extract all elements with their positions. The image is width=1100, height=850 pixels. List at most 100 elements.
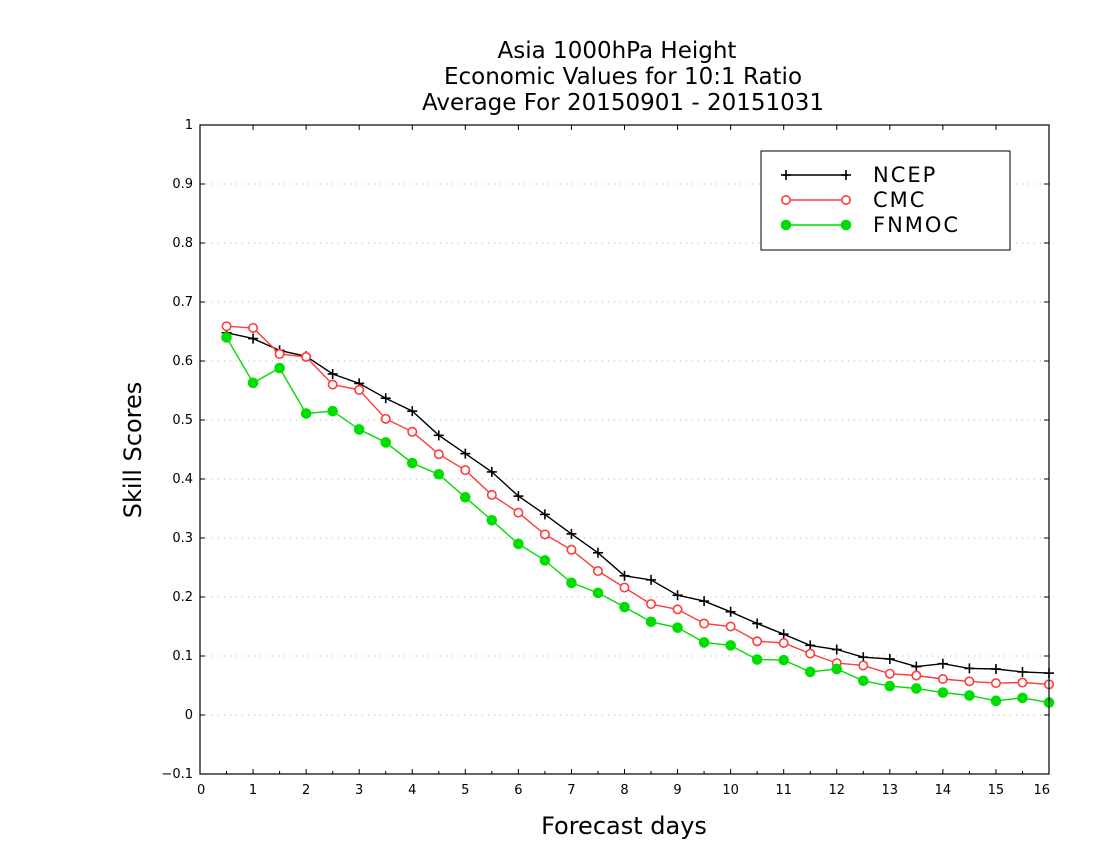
data-point-fnmoc bbox=[513, 538, 524, 550]
data-point-fnmoc bbox=[380, 437, 392, 448]
data-point-fnmoc bbox=[804, 666, 816, 678]
x-axis-label: Forecast days bbox=[541, 812, 707, 840]
y-axis-label: Skill Scores bbox=[119, 382, 147, 519]
y-tick-label: 0.1 bbox=[172, 649, 193, 664]
data-point-fnmoc bbox=[884, 680, 896, 692]
data-point-cmc bbox=[513, 507, 524, 518]
chart-title: Asia 1000hPa Height Economic Values for … bbox=[422, 38, 824, 116]
data-point-fnmoc bbox=[672, 622, 683, 633]
x-tick-label: 10 bbox=[722, 783, 739, 798]
data-point-ncep bbox=[407, 406, 418, 417]
data-point-fnmoc bbox=[406, 457, 418, 469]
data-point-fnmoc bbox=[725, 640, 736, 651]
plot-series bbox=[221, 321, 1055, 708]
data-point-cmc bbox=[407, 426, 418, 437]
data-point-fnmoc bbox=[221, 332, 232, 343]
data-point-cmc bbox=[592, 566, 603, 577]
data-point-fnmoc bbox=[592, 587, 604, 599]
data-point-cmc bbox=[274, 348, 285, 359]
y-tick-label: 0.4 bbox=[172, 472, 193, 487]
open-circle-marker bbox=[780, 195, 791, 206]
plus-marker bbox=[841, 170, 851, 180]
x-tick-label: 11 bbox=[775, 783, 792, 798]
data-point-fnmoc bbox=[645, 616, 657, 628]
data-point-fnmoc bbox=[300, 408, 312, 419]
data-point-ncep bbox=[513, 491, 524, 502]
data-point-cmc bbox=[725, 621, 736, 632]
data-point-cmc bbox=[858, 660, 869, 671]
data-point-ncep bbox=[672, 590, 683, 601]
axes: −0.100.10.20.30.40.50.60.70.80.910 1 2 3 4 5 6… bbox=[161, 118, 1050, 798]
title-line-1: Asia 1000hPa Height bbox=[498, 38, 737, 64]
data-point-fnmoc bbox=[698, 637, 710, 648]
data-point-cmc bbox=[566, 544, 577, 555]
data-point-ncep bbox=[486, 466, 497, 477]
data-point-cmc bbox=[380, 413, 391, 424]
data-point-fnmoc bbox=[274, 362, 285, 374]
data-point-cmc bbox=[460, 465, 471, 476]
data-point-fnmoc bbox=[990, 695, 1002, 707]
data-point-cmc bbox=[778, 638, 789, 649]
legend-label: FNMOC bbox=[873, 213, 960, 237]
y-tick-label: 0.3 bbox=[172, 531, 193, 546]
data-point-fnmoc bbox=[327, 405, 338, 417]
data-point-ncep bbox=[778, 629, 789, 640]
data-point-fnmoc bbox=[619, 601, 630, 613]
data-point-ncep bbox=[539, 509, 550, 520]
filled-circle-marker bbox=[840, 219, 852, 231]
x-tick-label: 9 bbox=[673, 783, 681, 798]
data-point-cmc bbox=[221, 321, 232, 332]
data-point-cmc bbox=[1017, 677, 1028, 688]
data-point-cmc bbox=[539, 529, 550, 540]
data-point-fnmoc bbox=[247, 377, 259, 389]
x-tick-label: 2 bbox=[302, 783, 310, 798]
series-line-ncep bbox=[226, 332, 1050, 674]
y-tick-label: 0.9 bbox=[172, 177, 193, 192]
data-point-ncep bbox=[725, 606, 736, 617]
data-point-fnmoc bbox=[433, 468, 445, 480]
data-point-ncep bbox=[248, 333, 259, 344]
data-point-ncep bbox=[831, 644, 842, 655]
x-tick-label: 6 bbox=[514, 783, 522, 798]
data-point-cmc bbox=[327, 379, 338, 390]
data-point-fnmoc bbox=[1017, 692, 1028, 704]
data-point-ncep bbox=[566, 528, 577, 539]
legend-item-fnmoc: FNMOC bbox=[780, 213, 960, 237]
data-point-ncep bbox=[752, 618, 763, 629]
y-tick-label: 1 bbox=[185, 118, 193, 133]
data-point-ncep bbox=[433, 430, 444, 441]
data-point-ncep bbox=[380, 393, 391, 404]
data-point-fnmoc bbox=[566, 577, 577, 589]
data-point-cmc bbox=[990, 678, 1001, 689]
legend-item-cmc: CMC bbox=[780, 188, 924, 212]
x-tick-label: 16 bbox=[1033, 783, 1050, 798]
data-point-cmc bbox=[805, 648, 816, 659]
title-line-2: Economic Values for 10:1 Ratio bbox=[444, 64, 802, 90]
x-tick-label: 13 bbox=[882, 783, 899, 798]
filled-circle-marker bbox=[780, 219, 792, 231]
data-point-cmc bbox=[433, 449, 444, 460]
y-tick-label: 0 bbox=[185, 708, 193, 723]
y-tick-label: 0.5 bbox=[172, 413, 193, 428]
data-point-cmc bbox=[354, 384, 365, 395]
series-cmc bbox=[221, 321, 1055, 690]
data-point-fnmoc bbox=[831, 663, 843, 675]
data-point-ncep bbox=[990, 663, 1001, 674]
series-fnmoc bbox=[221, 332, 1055, 708]
data-point-ncep bbox=[964, 663, 975, 674]
data-point-cmc bbox=[248, 322, 259, 333]
data-point-cmc bbox=[752, 636, 763, 647]
x-tick-label: 0 bbox=[197, 783, 205, 798]
y-tick-label: −0.1 bbox=[161, 767, 193, 782]
data-point-cmc bbox=[486, 489, 497, 500]
data-point-cmc bbox=[699, 618, 710, 629]
plus-marker bbox=[781, 170, 791, 180]
data-point-fnmoc bbox=[751, 654, 763, 665]
x-tick-label: 4 bbox=[408, 783, 416, 798]
data-point-fnmoc bbox=[778, 654, 789, 666]
y-tick-label: 0.2 bbox=[172, 590, 193, 605]
